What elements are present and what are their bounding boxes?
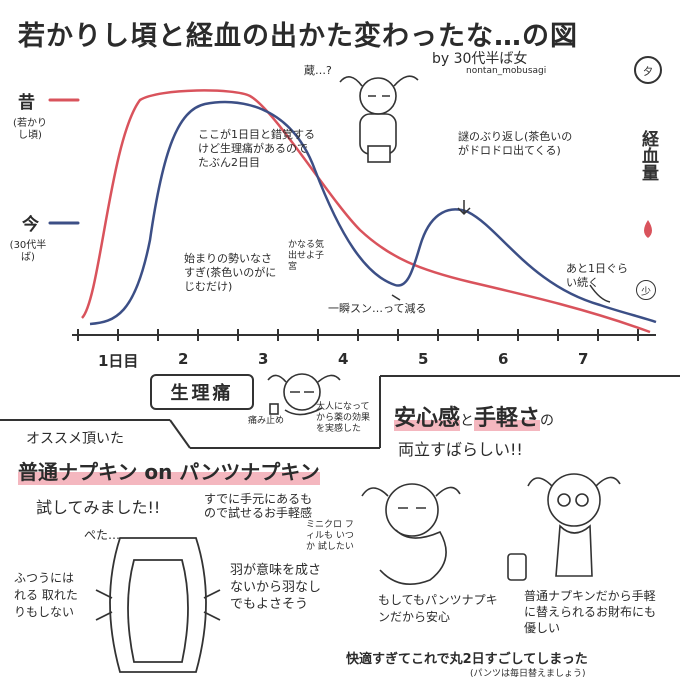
recommend-method: 普通ナプキン on パンツナプキン	[18, 456, 320, 485]
byline: by 30代半ば女	[432, 51, 528, 67]
benefit-safe-word: 安心感	[394, 406, 461, 431]
recommend-tried: 試してみました!!	[36, 498, 161, 517]
benefit-headline: 安心感と手軽さの	[394, 400, 554, 432]
benefit-easy-word: 手軽さ	[474, 406, 541, 431]
x-axis-tick-label: 2	[178, 350, 189, 368]
recommend-easy: すでに手元にあるもので試せるお手軽感	[204, 492, 313, 520]
x-axis-tick-label: 5	[418, 350, 429, 368]
character-top-icon	[339, 75, 419, 163]
character-safe-icon	[361, 483, 461, 586]
x-axis-tick-label: 4	[338, 350, 349, 368]
character-pain-icon	[267, 373, 341, 416]
y-axis-label: 経血量	[638, 130, 658, 181]
annotation-start-slow: 始まりの勢いなさすぎ(茶色いのがにじむだけ)	[184, 252, 277, 293]
annotation-drop: 一瞬スン…って減る	[328, 302, 427, 315]
annotation-pain: かなる気出せよ子宮	[288, 240, 325, 272]
annotation-lingering: あと1日ぐらい続く	[566, 262, 628, 289]
recommend-wings: 羽が意味を成さないから羽なしでもよさそう	[230, 563, 322, 612]
legend-past-label: 昔	[18, 93, 35, 113]
legend-past-sub: (若かりし頃)	[13, 118, 47, 141]
blood-drop-icon	[644, 220, 652, 238]
recommend-header: オススメ頂いた	[26, 431, 124, 447]
legend-now-sub: (30代半ば)	[9, 240, 47, 263]
character-wallet-icon	[507, 473, 621, 581]
x-axis-tick-label: 1日目	[98, 352, 139, 370]
footer-sub: (パンツは毎日替えましょう)	[470, 669, 586, 679]
mystery-arrow	[457, 200, 471, 216]
x-axis-ticks	[77, 329, 639, 341]
author-handle: nontan_mobusagi	[466, 66, 547, 76]
x-axis-tick-label: 3	[258, 350, 269, 368]
author-seal: 夕	[634, 56, 662, 84]
drop-arrow	[391, 294, 401, 301]
annotation-hm: 蔵…?	[304, 64, 332, 77]
x-axis-tick-label: 7	[578, 350, 589, 368]
pain-pill-note: 痛み止め	[248, 416, 285, 426]
recommend-normal-pad: ふつうにはれる 取れたりもしない	[14, 571, 78, 619]
pain-adult-note: 大人になってから薬の効果を実感した	[316, 402, 371, 434]
annotation-mystery: 謎のぶり返し(茶色いのがドロドロ出てくる)	[458, 130, 573, 157]
section-divider-step	[169, 419, 191, 449]
lingering-arrow	[589, 284, 611, 303]
legend-now-label: 今	[22, 215, 39, 235]
annotation-day-one: ここが1日目と錯覚するけど生理痛があるのでたぶん2日目	[198, 128, 315, 169]
benefit-subline: 両立すばらしい!!	[398, 440, 523, 459]
x-axis-tick-label: 6	[498, 350, 509, 368]
series-past-line	[81, 89, 651, 334]
page-title: 若かりし頃と経血の出かた変わったな…の図	[18, 21, 578, 52]
benefit-and: と	[460, 413, 475, 429]
footer-main: 快適すぎてこれで丸2日すごしてしまった	[346, 652, 588, 667]
pad-illustration-icon	[95, 537, 221, 673]
benefit-no: の	[540, 413, 555, 429]
series-now-line	[89, 100, 657, 326]
pain-box: 生理痛	[150, 374, 254, 410]
benefit-safe-note: もしてもパンツナプキンだから安心	[378, 593, 498, 624]
recommend-flat: ぺた…	[84, 528, 121, 542]
benefit-wallet-note: 普通ナプキンだから手軽に替えられるお財布にも優しい	[524, 589, 657, 635]
recommend-mini: ミニクロ フィルも いつか 試したい	[306, 520, 354, 552]
low-badge: 少	[636, 280, 656, 300]
